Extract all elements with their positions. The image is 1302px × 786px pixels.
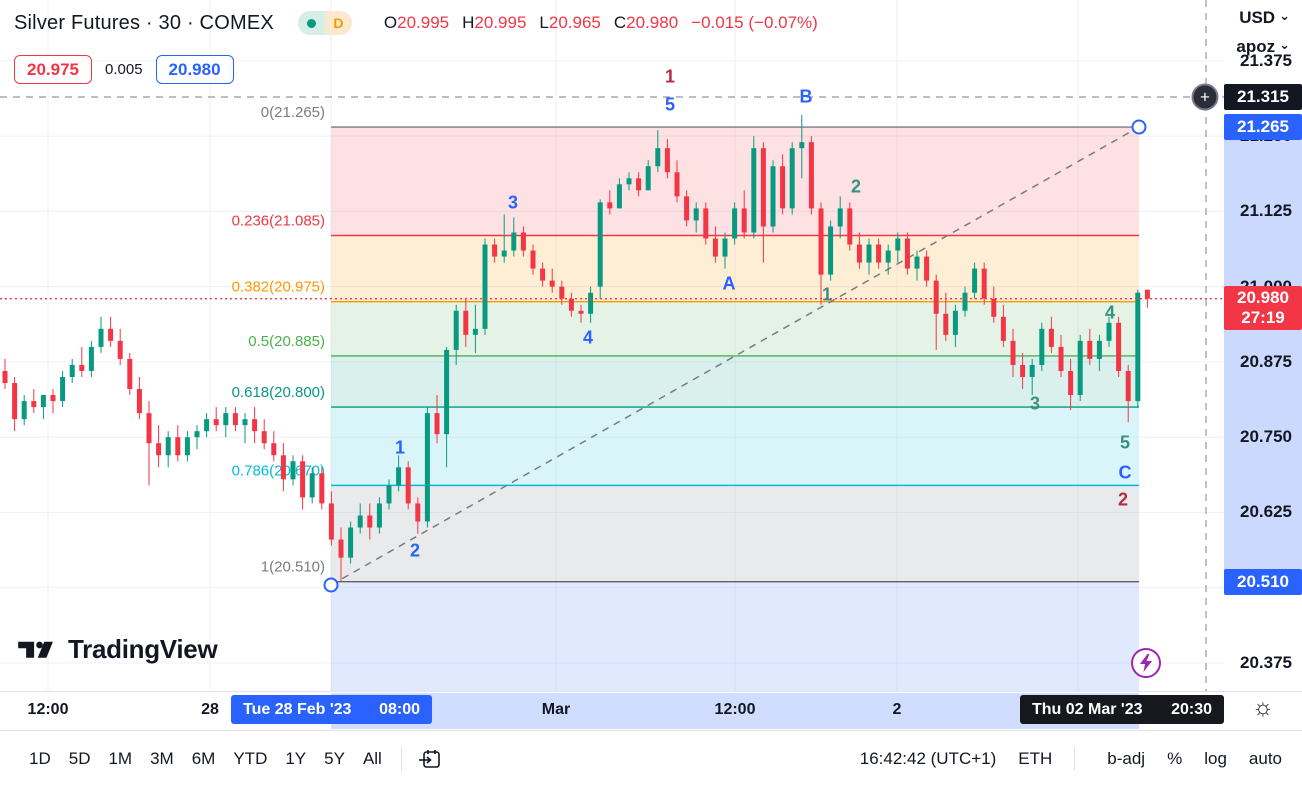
fib-level-label[interactable]: 0.5(20.885) [248,333,325,350]
time-tick: 28 [201,701,219,718]
time-tick: 12:00 [27,701,69,718]
fib-low-price-label: 20.510 [1224,568,1302,595]
ohlc-high: H20.995 [462,13,527,32]
auto-scale-button[interactable]: auto [1248,748,1282,768]
price-tick: 20.625 [1240,502,1292,522]
market-status-segment [297,11,325,35]
crosshair-price-label: 21.315 [1224,84,1302,110]
log-scale-button[interactable]: log [1204,748,1227,768]
fib-level-label[interactable]: 0.382(20.975) [232,279,325,296]
currency-selector[interactable]: USD ⌄ [1239,8,1290,27]
clock[interactable]: 16:42:42 (UTC+1) [859,748,997,768]
range-5y[interactable]: 5Y [324,748,345,768]
fib-time-range-highlight [331,693,1139,729]
time-tick: Mar [541,701,571,718]
grid [0,0,1224,691]
market-open-dot-icon [306,18,316,28]
bar-countdown: 27:19 [1241,307,1285,327]
interval-pill[interactable]: D [297,11,352,35]
range-1d[interactable]: 1D [29,748,51,768]
range-ytd[interactable]: YTD [233,748,268,768]
buy-button[interactable]: 20.980 [155,55,234,84]
session-eth-button[interactable]: ETH [1018,748,1053,768]
tradingview-logo[interactable]: TradingView [16,633,218,665]
fib-levels[interactable]: 0(21.265) 0.236(21.085) 0.382(20.975) 0.5(2… [232,104,1139,583]
tradingview-logo-text: TradingView [68,633,218,664]
fib-range-highlight [1224,127,1302,582]
range-3m[interactable]: 3M [150,748,174,768]
spread-value: 0.005 [105,61,143,78]
chevron-down-icon: ⌄ [1279,37,1290,52]
ohlc-close: C20.980 [613,13,679,32]
crosshair-plus-button[interactable]: + [1191,83,1219,111]
unit-selector[interactable]: apoz ⌄ [1236,37,1290,56]
interval-badge: D [324,11,352,35]
fib-level-label[interactable]: 0(21.265) [261,104,325,121]
time-tick: 2 [892,701,902,718]
range-all[interactable]: All [362,748,382,768]
flash-order-button[interactable] [1131,648,1161,678]
crosshair-time-label: Thu 02 Mar '23 20:30 [1020,695,1224,724]
last-price-label: 20.980 27:19 [1224,285,1302,330]
brightness-icon[interactable]: ☼ [1252,694,1274,721]
ohlc-open: O20.995 [383,13,450,32]
fib-trendline[interactable] [330,126,1140,586]
ohlc-row: O20.995 H20.995 L20.965 C20.980 −0.015 (… [384,13,818,33]
order-buttons: 20.975 0.005 20.980 [14,55,818,84]
chart-header: Silver Futures · 30 · COMEX D O20.995 H2… [14,10,818,84]
toolbar-divider [1074,746,1076,771]
tradingview-mark-icon [18,641,53,658]
candles [2,115,1150,582]
fib-level-label[interactable]: 1(20.510) [261,559,325,576]
candlestick-chart[interactable]: 0(21.265) 0.236(21.085) 0.382(20.975) 0.5(2… [0,0,1224,691]
ohlc-low: L20.965 [539,13,601,32]
price-tick: 20.875 [1240,351,1292,371]
chart-pane[interactable]: 0(21.265) 0.236(21.085) 0.382(20.975) 0.5(2… [0,0,1224,691]
price-change: −0.015 (−0.07%) [691,13,818,32]
bottom-toolbar: 1D 5D 1M 3M 6M YTD 1Y 5Y All 16:42:42 (U… [0,730,1302,786]
chevron-down-icon: ⌄ [1279,8,1290,23]
range-start-time-label: Tue 28 Feb '23 08:00 [231,695,432,724]
symbol-title[interactable]: Silver Futures · 30 · COMEX [14,11,274,34]
sell-button[interactable]: 20.975 [14,55,92,84]
time-axis[interactable]: 12:00 28 Mar 12:00 2 Tue 28 Feb '23 08:00 Thu… [0,691,1302,730]
lightning-icon [1140,654,1152,672]
go-to-date-button[interactable] [418,747,442,771]
price-tick: 21.125 [1240,201,1292,221]
range-5d[interactable]: 5D [68,748,91,768]
back-adjust-button[interactable]: b-adj [1107,748,1146,768]
fib-level-label[interactable]: 0.618(20.800) [232,384,325,401]
time-tick: 12:00 [714,701,756,718]
calendar-arrow-icon [418,749,440,768]
price-tick: 21.375 [1240,50,1292,70]
fib-high-price-label: 21.265 [1224,114,1302,141]
price-tick: 20.750 [1240,427,1292,447]
percent-scale-button[interactable]: % [1167,748,1183,768]
price-tick: 20.375 [1240,653,1292,672]
range-1m[interactable]: 1M [108,748,133,768]
price-scale[interactable]: USD⌄ apoz⌄ 21.37521.25021.12521.00020.87… [1224,0,1302,691]
range-6m[interactable]: 6M [191,748,216,768]
toolbar-divider [400,746,402,771]
fib-level-label[interactable]: 0.236(21.085) [232,212,325,229]
range-1y[interactable]: 1Y [285,748,307,768]
